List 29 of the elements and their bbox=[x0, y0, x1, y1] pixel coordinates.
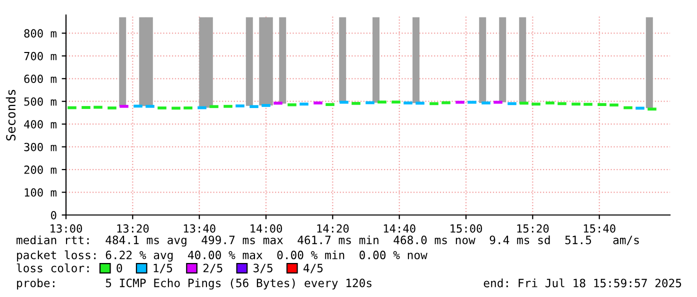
legend-label: 2/5 bbox=[203, 264, 222, 274]
y-tick-label: 300 m bbox=[24, 142, 56, 152]
legend-title: loss color: bbox=[16, 263, 89, 272]
text: probe: 5 ICMP Echo Pings (56 Bytes) every 120s bbox=[17, 278, 372, 290]
y-tick-label: 100 m bbox=[24, 188, 56, 197]
x-tick-label: 13:20 bbox=[117, 224, 149, 233]
y-axis-title: Seconds bbox=[6, 90, 16, 140]
text: end: Fri Jul 18 15:59:57 2025 bbox=[484, 278, 682, 288]
x-tick-label: 15:00 bbox=[450, 224, 482, 233]
y-tick-label: 800 m bbox=[24, 29, 56, 38]
x-tick-label: 15:20 bbox=[517, 224, 549, 233]
y-tick-label: 400 m bbox=[24, 120, 56, 128]
y-tick-label: 200 m bbox=[24, 166, 56, 174]
text: median rtt: 484.1 ms avg 499.7 ms max 461.7 ms min 468.0 ms now 9.4 ms sd 51.5 am/s bbox=[16, 235, 639, 247]
x-tick-label: 13:00 bbox=[50, 224, 82, 233]
x-tick-label: 14:00 bbox=[250, 224, 282, 233]
y-tick-label: 600 m bbox=[24, 74, 56, 84]
legend-label: 3/5 bbox=[254, 264, 272, 274]
y-tick-label: 700 m bbox=[24, 52, 56, 60]
y-tick-label: 0 bbox=[51, 211, 56, 220]
x-tick-label: 14:20 bbox=[317, 224, 349, 233]
x-tick-label: 15:40 bbox=[584, 224, 616, 233]
legend-label: 0 bbox=[116, 264, 122, 272]
x-tick-label: 13:40 bbox=[184, 224, 216, 233]
text: packet loss: 6.22 % avg 40.00 % max 0.00 % min 0.00 % now bbox=[17, 250, 428, 262]
x-tick-label: 14:40 bbox=[384, 224, 416, 233]
y-tick-label: 500 m bbox=[24, 97, 56, 106]
legend-label: 4/5 bbox=[304, 264, 323, 274]
legend-label: 1/5 bbox=[154, 264, 172, 274]
